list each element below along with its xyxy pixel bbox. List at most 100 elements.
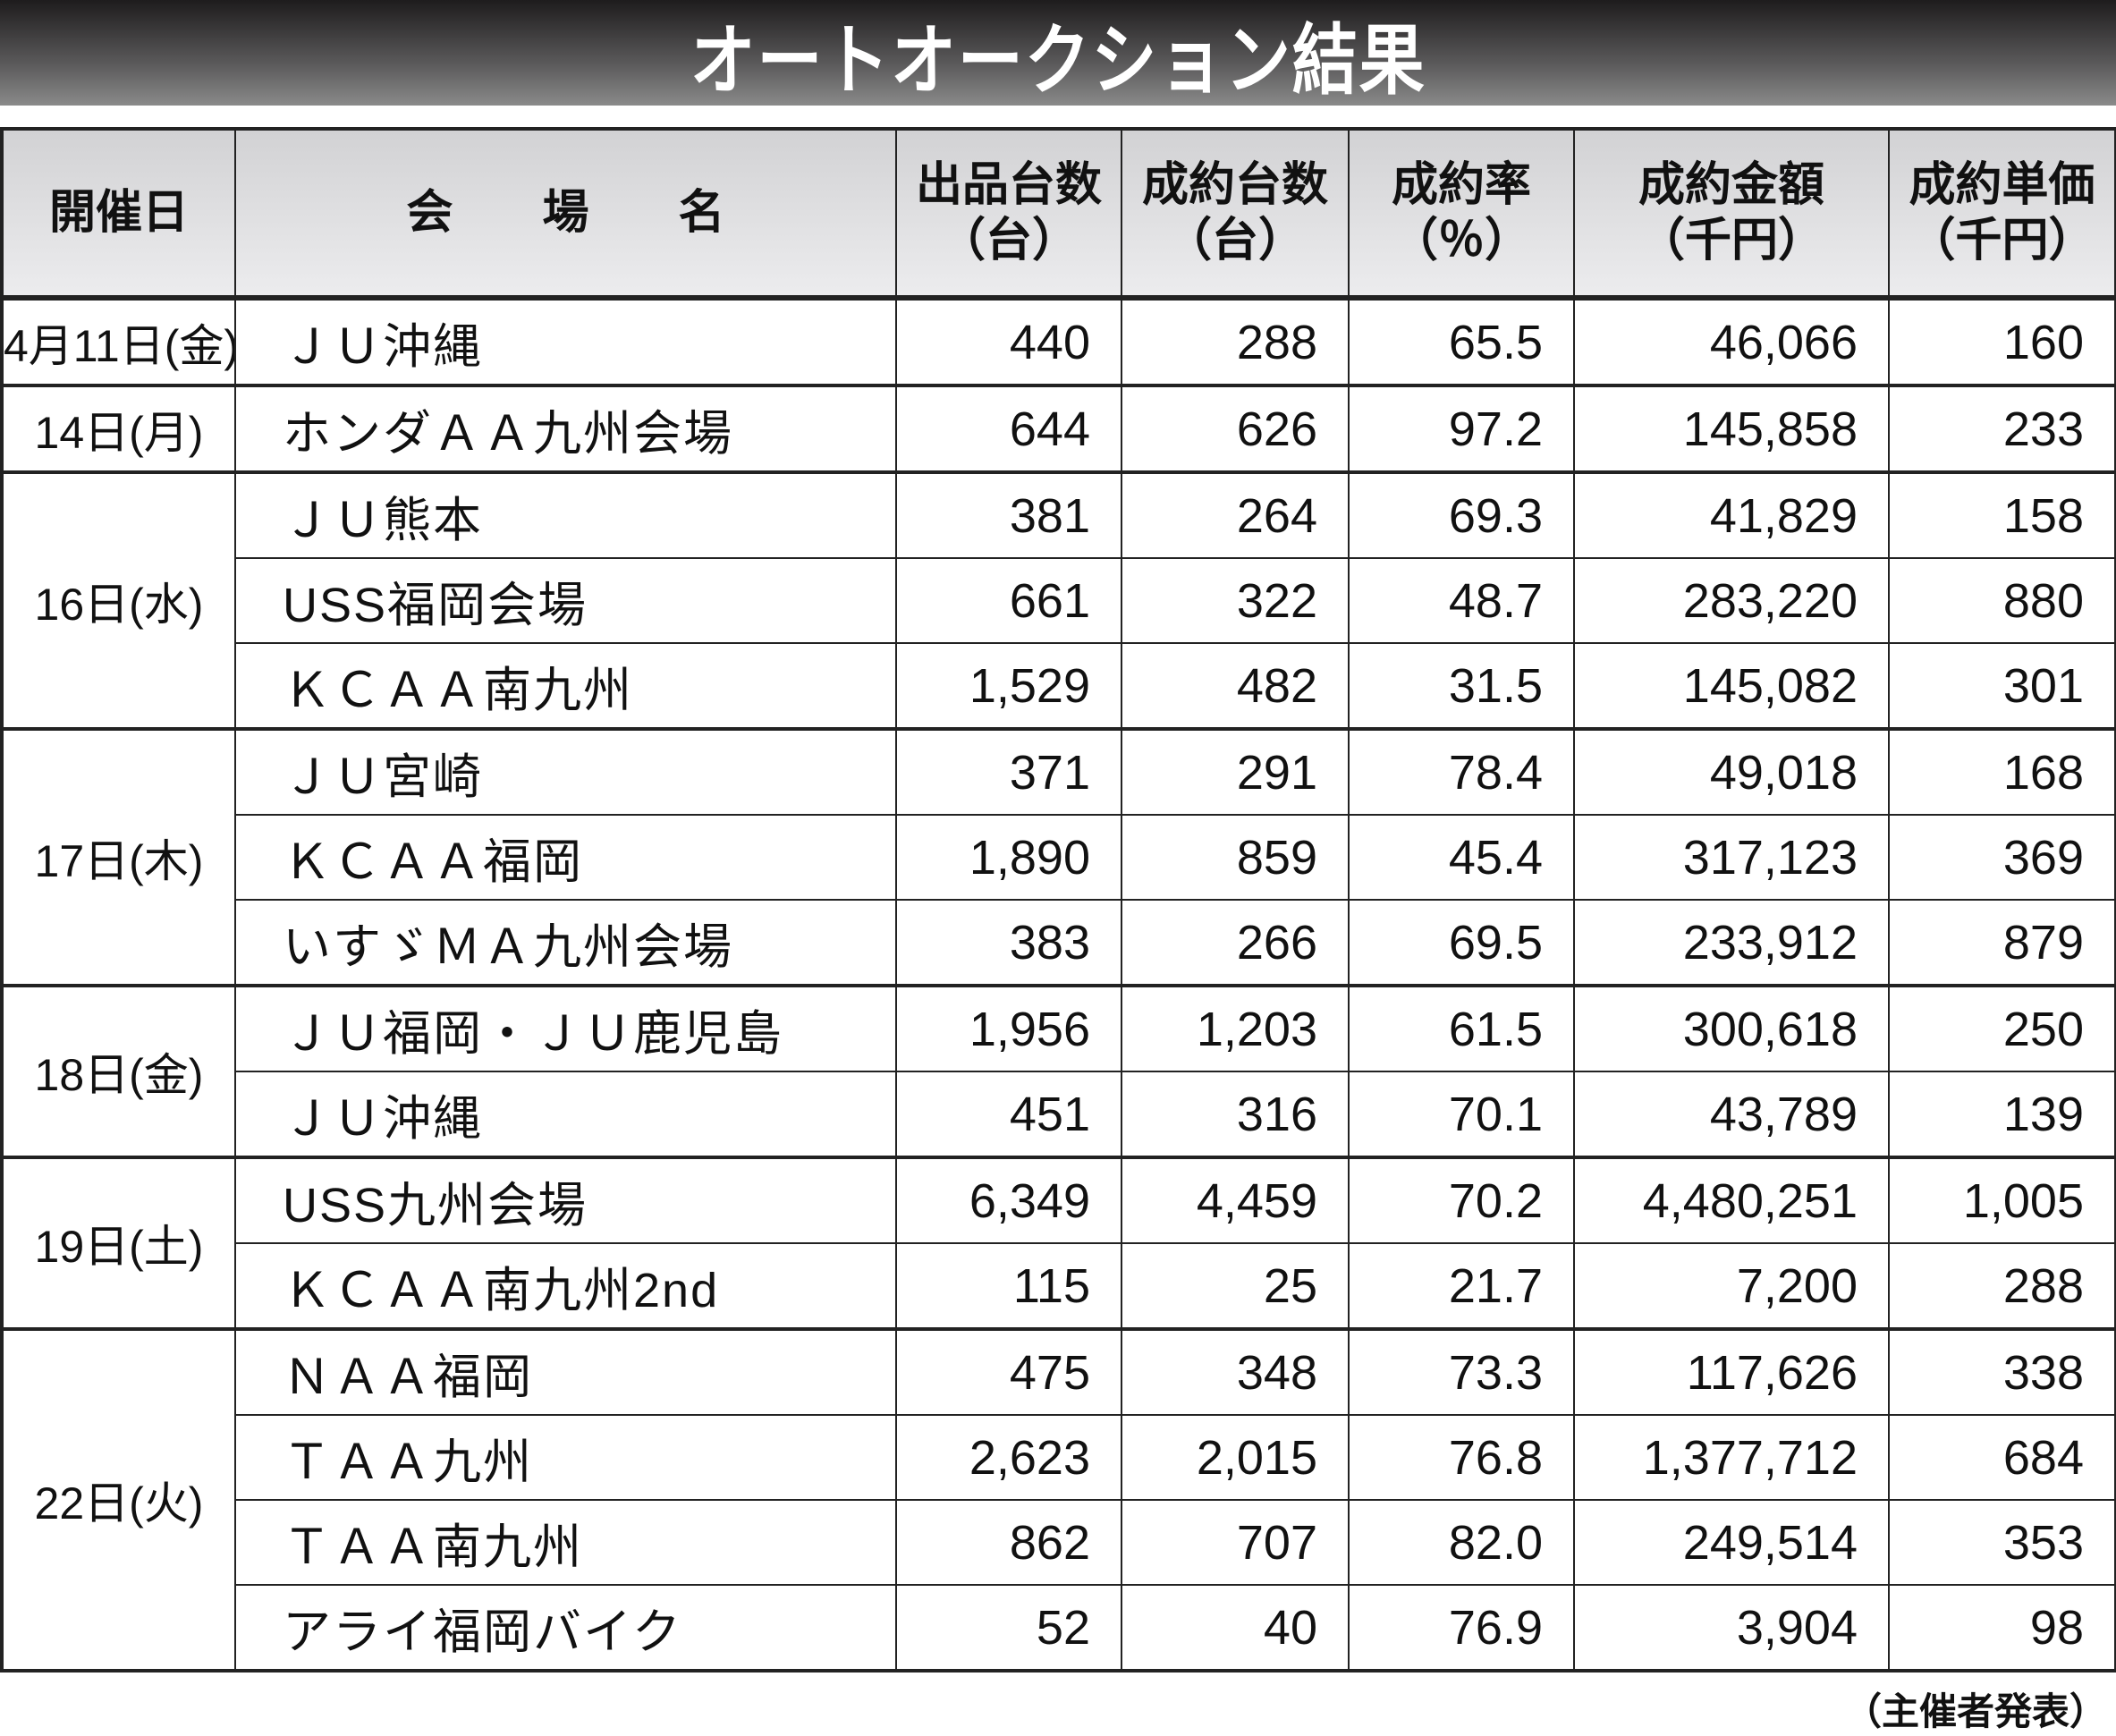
sold-rate: 69.5 bbox=[1348, 899, 1575, 987]
sold-amount: 300,618 bbox=[1573, 984, 1890, 1072]
venue-name: ＫＣＡＡ南九州 bbox=[234, 642, 897, 730]
sold-count: 291 bbox=[1121, 727, 1350, 816]
listed-count: 644 bbox=[895, 384, 1122, 473]
sold-rate: 48.7 bbox=[1348, 557, 1575, 644]
listed-count: 115 bbox=[895, 1242, 1122, 1330]
unit-price: 288 bbox=[1888, 1242, 2116, 1330]
unit-price: 233 bbox=[1888, 384, 2116, 473]
sold-count: 264 bbox=[1121, 470, 1350, 559]
sold-count: 322 bbox=[1121, 557, 1350, 644]
venue-name: ＪＵ沖縄 bbox=[234, 1071, 897, 1158]
listed-count: 383 bbox=[895, 899, 1122, 987]
listed-count: 1,956 bbox=[895, 984, 1122, 1072]
table-row: アライ福岡バイク 52 40 76.9 3,904 98 bbox=[2, 1584, 2116, 1672]
venue-name: ＫＣＡＡ南九州2nd bbox=[234, 1242, 897, 1330]
venue-name: USS九州会場 bbox=[234, 1156, 897, 1244]
unit-price: 338 bbox=[1888, 1327, 2116, 1416]
header-date: 開催日 bbox=[1, 128, 236, 301]
listed-count: 1,529 bbox=[895, 642, 1122, 730]
venue-name: いすゞＭＡ九州会場 bbox=[234, 899, 897, 987]
sold-rate: 31.5 bbox=[1348, 642, 1575, 730]
sold-amount: 46,066 bbox=[1573, 296, 1890, 386]
header-listed-unit: （台） bbox=[938, 215, 1079, 267]
sold-count: 707 bbox=[1121, 1499, 1350, 1586]
table-row: 14日(月) ホンダＡＡ九州会場 644 626 97.2 145,858 233 bbox=[1, 384, 2116, 473]
header-venue-char: 場 bbox=[542, 187, 589, 239]
header-amount-unit: （千円） bbox=[1638, 215, 1824, 267]
table-row: ＪＵ沖縄 451 316 70.1 43,789 139 bbox=[2, 1071, 2116, 1158]
sold-amount: 4,480,251 bbox=[1573, 1156, 1890, 1244]
sold-rate: 82.0 bbox=[1348, 1499, 1575, 1586]
date-cell: 18日(金) bbox=[1, 984, 236, 1158]
unit-price: 369 bbox=[1888, 814, 2116, 901]
sold-count: 2,015 bbox=[1121, 1414, 1350, 1501]
date-cell: 14日(月) bbox=[1, 384, 236, 473]
sold-count: 288 bbox=[1121, 296, 1350, 386]
sold-rate: 70.1 bbox=[1348, 1071, 1575, 1158]
table-row: 16日(水) ＪＵ熊本 381 264 69.3 41,829 158 bbox=[1, 470, 2116, 730]
venue-name: ＪＵ沖縄 bbox=[234, 296, 897, 386]
table-row: ＫＣＡＡ福岡 1,890 859 45.4 317,123 369 bbox=[2, 814, 2116, 901]
listed-count: 6,349 bbox=[895, 1156, 1122, 1244]
unit-price: 158 bbox=[1888, 470, 2116, 559]
table-header-row: 開催日 会場名 出品台数 （台） 成約台数 （台） 成約率 （％） 成約金額 （千円） … bbox=[1, 128, 2116, 301]
sold-amount: 43,789 bbox=[1573, 1071, 1890, 1158]
sold-count: 348 bbox=[1121, 1327, 1350, 1416]
listed-count: 381 bbox=[895, 470, 1122, 559]
header-listed-label: 出品台数 bbox=[915, 159, 1102, 211]
sold-count: 25 bbox=[1121, 1242, 1350, 1330]
header-amount-label: 成約金額 bbox=[1638, 159, 1824, 211]
unit-price: 168 bbox=[1888, 727, 2116, 816]
sold-amount: 117,626 bbox=[1573, 1327, 1890, 1416]
listed-count: 1,890 bbox=[895, 814, 1122, 901]
sold-count: 482 bbox=[1121, 642, 1350, 730]
sold-amount: 1,377,712 bbox=[1573, 1414, 1890, 1501]
listed-count: 371 bbox=[895, 727, 1122, 816]
sold-amount: 249,514 bbox=[1573, 1499, 1890, 1586]
sold-rate: 65.5 bbox=[1348, 296, 1575, 386]
table-row: ＴＡＡ南九州 862 707 82.0 249,514 353 bbox=[2, 1499, 2116, 1586]
header-amount: 成約金額 （千円） bbox=[1573, 128, 1890, 301]
sold-amount: 3,904 bbox=[1573, 1584, 1890, 1672]
sold-count: 266 bbox=[1121, 899, 1350, 987]
sold-amount: 233,912 bbox=[1573, 899, 1890, 987]
venue-name: ＪＵ熊本 bbox=[234, 470, 897, 559]
unit-price: 879 bbox=[1888, 899, 2116, 987]
sold-rate: 21.7 bbox=[1348, 1242, 1575, 1330]
unit-price: 139 bbox=[1888, 1071, 2116, 1158]
sold-rate: 70.2 bbox=[1348, 1156, 1575, 1244]
table-row: 17日(木) ＪＵ宮崎 371 291 78.4 49,018 168 bbox=[1, 727, 2116, 987]
date-cell: 16日(水) bbox=[1, 470, 236, 730]
page-title: オートオークション結果 bbox=[690, 17, 1426, 104]
table-row: USS福岡会場 661 322 48.7 283,220 880 bbox=[2, 557, 2116, 644]
sold-amount: 7,200 bbox=[1573, 1242, 1890, 1330]
sold-count: 859 bbox=[1121, 814, 1350, 901]
header-rate-label: 成約率 bbox=[1391, 159, 1531, 211]
sold-rate: 69.3 bbox=[1348, 470, 1575, 559]
unit-price: 250 bbox=[1888, 984, 2116, 1072]
venue-name: ＪＵ福岡・ＪＵ鹿児島 bbox=[234, 984, 897, 1072]
venue-name: ＫＣＡＡ福岡 bbox=[234, 814, 897, 901]
header-listed: 出品台数 （台） bbox=[895, 128, 1122, 301]
listed-count: 440 bbox=[895, 296, 1122, 386]
table-row: ＫＣＡＡ南九州 1,529 482 31.5 145,082 301 bbox=[2, 642, 2116, 730]
header-unit-price-label: 成約単価 bbox=[1909, 159, 2095, 211]
sold-rate: 45.4 bbox=[1348, 814, 1575, 901]
listed-count: 475 bbox=[895, 1327, 1122, 1416]
table-body: 4月11日(金) ＪＵ沖縄 440 288 65.5 46,066 160 14日(月) ホンダ… bbox=[1, 296, 2116, 1672]
venue-name: USS福岡会場 bbox=[234, 557, 897, 644]
header-venue: 会場名 bbox=[234, 128, 897, 301]
unit-price: 353 bbox=[1888, 1499, 2116, 1586]
venue-name: ＪＵ宮崎 bbox=[234, 727, 897, 816]
source-note: （主催者発表） bbox=[1843, 1690, 2107, 1732]
sold-rate: 76.8 bbox=[1348, 1414, 1575, 1501]
header-sold-unit: （台） bbox=[1164, 215, 1305, 267]
sold-count: 1,203 bbox=[1121, 984, 1350, 1072]
unit-price: 880 bbox=[1888, 557, 2116, 644]
listed-count: 661 bbox=[895, 557, 1122, 644]
sold-amount: 145,082 bbox=[1573, 642, 1890, 730]
sold-rate: 97.2 bbox=[1348, 384, 1575, 473]
table-row: ＴＡＡ九州 2,623 2,015 76.8 1,377,712 684 bbox=[2, 1414, 2116, 1501]
unit-price: 160 bbox=[1888, 296, 2116, 386]
venue-name: ＴＡＡ南九州 bbox=[234, 1499, 897, 1586]
